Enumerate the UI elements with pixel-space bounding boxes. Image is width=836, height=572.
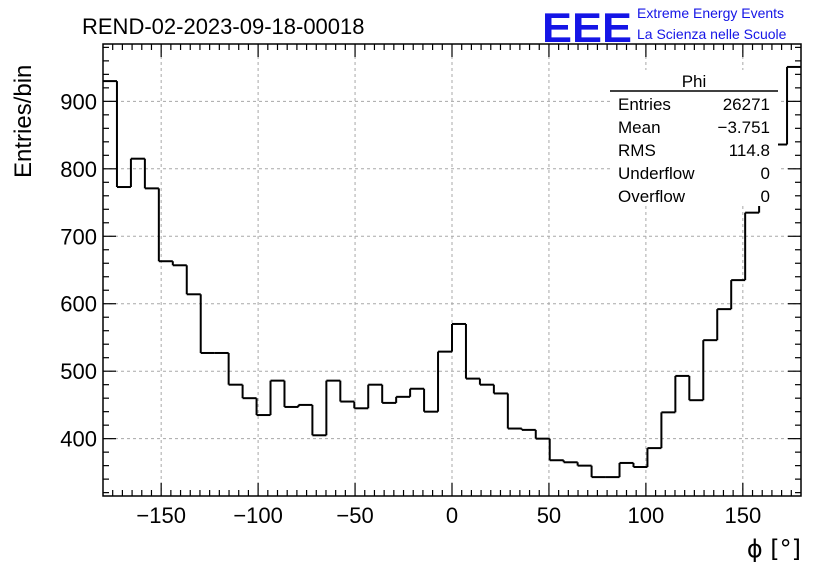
x-tick-label: −50 [336, 503, 373, 528]
stats-row-label: Underflow [618, 164, 695, 183]
grid [103, 44, 801, 496]
x-tick-label: 50 [537, 503, 561, 528]
stats-row-label: Overflow [618, 187, 686, 206]
axis-ticks [103, 44, 801, 496]
eee-logo-line-2: La Scienza nelle Scuole [637, 26, 787, 42]
stats-row-value: −3.751 [718, 118, 770, 137]
x-tick-label: −150 [136, 503, 186, 528]
chart-title: REND-02-2023-09-18-00018 [82, 14, 365, 39]
y-tick-label: 400 [60, 427, 97, 452]
y-tick-label: 600 [60, 292, 97, 317]
stats-row-label: Entries [618, 95, 671, 114]
y-tick-label: 800 [60, 157, 97, 182]
stats-box: Phi Entries 26271 Mean −3.751 RMS 114.8 Underf… [610, 70, 778, 206]
stats-box-rows: Entries 26271 Mean −3.751 RMS 114.8 Underflow 0… [618, 95, 770, 206]
eee-logo-mark: EEE [542, 4, 632, 51]
y-axis-label: Entries/bin [10, 65, 37, 178]
stats-row-label: RMS [618, 141, 656, 160]
stats-row-label: Mean [618, 118, 661, 137]
stats-box-title: Phi [682, 72, 707, 91]
stats-box-background [610, 70, 778, 206]
x-tick-labels: −150 −100 −50 0 50 100 150 [136, 503, 761, 528]
x-tick-label: −100 [233, 503, 283, 528]
y-tick-label: 700 [60, 224, 97, 249]
x-tick-label: 150 [724, 503, 761, 528]
eee-logo: EEE Extreme Energy Events La Scienza nel… [542, 4, 787, 51]
y-tick-label: 900 [60, 89, 97, 114]
eee-logo-line-1: Extreme Energy Events [637, 5, 784, 21]
x-tick-label: 100 [628, 503, 665, 528]
stats-row-value: 0 [761, 187, 770, 206]
y-tick-label: 500 [60, 359, 97, 384]
x-axis-label: ϕ [°] [747, 535, 801, 563]
stats-row-value: 114.8 [729, 141, 770, 160]
x-tick-label: 0 [446, 503, 458, 528]
y-tick-labels: 400 500 600 700 800 900 [60, 89, 97, 451]
stats-row-value: 0 [761, 164, 770, 183]
stats-row-value: 26271 [723, 95, 770, 114]
